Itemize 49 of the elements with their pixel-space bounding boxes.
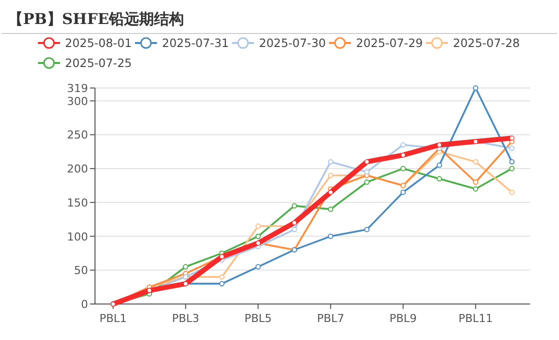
point <box>328 206 334 212</box>
legend-label: 2025-07-25 <box>65 56 132 70</box>
x-tick-label: PBL9 <box>389 312 417 325</box>
point <box>364 179 370 185</box>
y-tick-label: 50 <box>74 264 88 278</box>
legend-label: 2025-07-30 <box>259 36 326 50</box>
point <box>436 162 442 168</box>
point <box>328 172 334 178</box>
x-tick-label: PBL1 <box>99 312 127 325</box>
point <box>400 166 406 172</box>
x-tick-label: PBL7 <box>316 312 344 325</box>
y-tick-label: 100 <box>67 230 88 244</box>
point <box>292 226 298 232</box>
point <box>472 85 478 91</box>
y-tick-label: 250 <box>67 128 88 142</box>
point <box>219 280 225 286</box>
point <box>509 166 515 172</box>
y-tick-label: 0 <box>81 298 88 311</box>
point <box>472 159 478 165</box>
point <box>219 274 225 280</box>
x-tick-label: PBL3 <box>172 312 200 325</box>
point <box>472 186 478 192</box>
legend-label: 2025-07-31 <box>162 36 229 50</box>
legend-label: 2025-07-28 <box>453 36 520 50</box>
point <box>400 142 406 148</box>
point <box>400 190 406 195</box>
point <box>472 179 478 185</box>
point <box>328 159 334 165</box>
point <box>292 203 298 209</box>
legend-label: 2025-08-01 <box>65 36 132 50</box>
point <box>255 234 261 239</box>
point <box>509 190 515 195</box>
x-tick-label: PBL11 <box>458 312 493 325</box>
point <box>364 226 370 232</box>
legend-label: 2025-07-29 <box>356 36 423 50</box>
chart-title: 【PB】SHFE铅远期结构 <box>8 10 184 28</box>
point <box>182 264 188 270</box>
point <box>255 223 261 229</box>
y-tick-label: 150 <box>67 196 88 210</box>
y-tick-label: 300 <box>67 94 88 108</box>
point <box>255 264 261 270</box>
point <box>509 146 515 151</box>
point <box>436 176 442 182</box>
y-tick-label: 200 <box>67 162 88 176</box>
point <box>328 234 334 239</box>
point <box>509 159 515 165</box>
y-tick-label: 319 <box>67 82 88 95</box>
point <box>364 169 370 175</box>
x-tick-label: PBL5 <box>244 312 272 325</box>
